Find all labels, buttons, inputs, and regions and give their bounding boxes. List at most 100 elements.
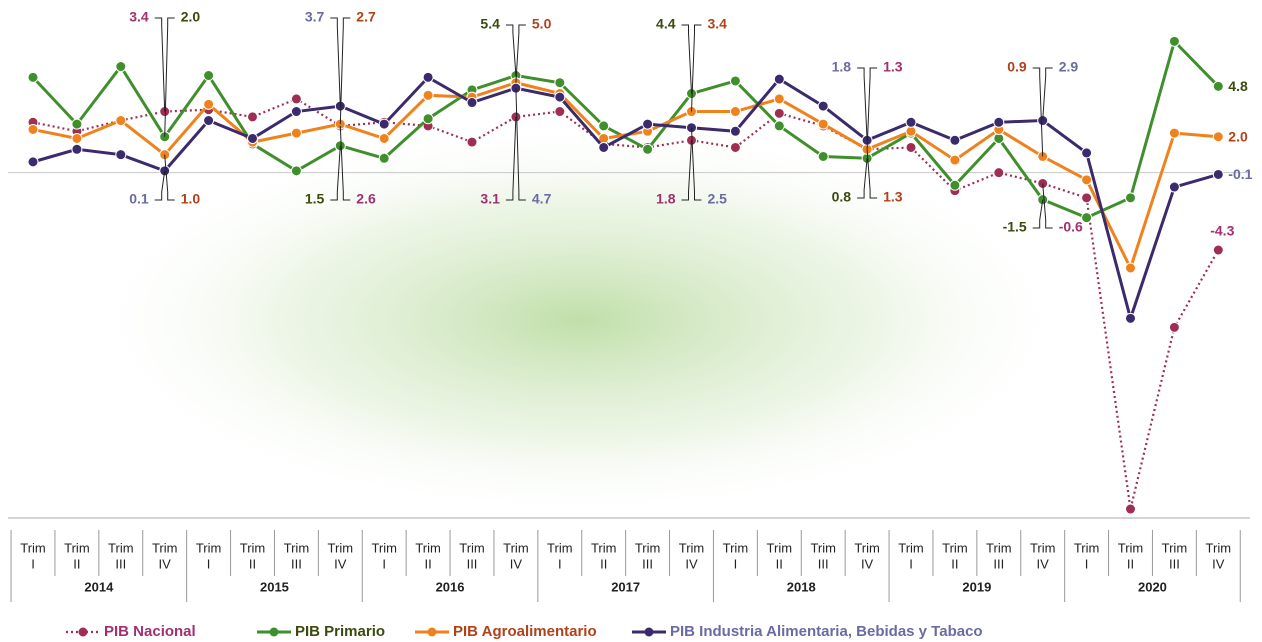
data-label: 1.8 [656,191,676,207]
leader-line [154,170,166,201]
legend-marker [644,627,654,637]
data-label: 0.8 [832,189,852,205]
x-tick-label: IV [334,556,347,571]
data-point [1125,262,1136,274]
data-point [949,154,961,166]
x-tick-prefix: Trim [196,540,222,555]
data-point [71,132,83,144]
data-point [1125,192,1136,204]
year-label: 2015 [260,579,289,594]
x-tick-label: I [31,556,35,571]
x-tick-label: IV [861,556,874,571]
leader-line [505,24,517,76]
data-label: 3.4 [129,9,149,25]
x-tick-prefix: Trim [679,540,705,555]
data-label: 0.9 [1007,59,1027,75]
x-tick-label: I [558,556,562,571]
data-label: 4.7 [532,191,552,207]
data-point [1168,35,1180,47]
data-point [247,132,258,144]
x-tick-prefix: Trim [284,540,310,555]
data-point [554,91,566,103]
data-label: 2.7 [356,9,376,25]
x-tick-label: III [642,556,653,571]
x-tick-prefix: Trim [503,540,529,555]
x-tick-prefix: Trim [986,540,1012,555]
data-point [422,113,434,125]
x-axis: TrimITrimIITrimIIITrimIVTrimITrimIITrimI… [8,517,1250,602]
x-tick-prefix: Trim [942,540,968,555]
data-point [1125,312,1136,324]
legend-label: PIB Primario [295,623,385,640]
x-tick-label: II [951,556,958,571]
leader-line [857,158,868,199]
x-tick-label: II [1127,556,1134,571]
data-point [203,115,215,127]
data-point [203,70,215,82]
data-point [71,143,83,155]
data-label: 1.0 [181,191,201,207]
data-point [729,141,741,153]
data-point [729,106,741,118]
data-point [949,134,961,146]
x-tick-prefix: Trim [1074,540,1100,555]
leader-line [164,17,175,137]
data-label: 2.0 [181,9,201,25]
x-tick-prefix: Trim [1030,540,1056,555]
x-tick-prefix: Trim [547,540,573,555]
leader-line [154,17,166,112]
leader-line [339,17,351,125]
data-label: 2.6 [356,191,376,207]
x-tick-prefix: Trim [810,540,836,555]
leader-line [1042,183,1053,229]
year-label: 2014 [84,579,114,594]
year-label: 2017 [611,579,640,594]
data-label: 4.8 [1228,78,1248,94]
x-tick-label: II [424,556,431,571]
data-point [554,106,566,118]
leader-line [681,140,692,201]
data-point [27,124,39,135]
data-point [378,152,390,164]
data-point [27,71,39,83]
leader-line [1032,199,1044,229]
data-point [598,120,610,132]
x-tick-label: I [1085,556,1089,571]
data-point [115,149,127,161]
data-point [27,156,39,168]
data-point [1125,503,1136,515]
year-label: 2020 [1138,579,1167,594]
data-label: 2.0 [1228,128,1248,144]
x-tick-prefix: Trim [240,540,266,555]
x-tick-prefix: Trim [767,540,793,555]
data-point [598,141,610,153]
x-tick-prefix: Trim [371,540,397,555]
data-label: -0.6 [1059,219,1083,235]
x-tick-prefix: Trim [591,540,617,555]
data-point [422,89,434,101]
data-label: -0.1 [1228,166,1252,182]
data-point [773,120,785,132]
x-tick-prefix: Trim [415,540,441,555]
data-point [773,93,785,105]
x-tick-prefix: Trim [898,540,924,555]
x-tick-prefix: Trim [20,540,46,555]
data-label: -4.3 [1210,223,1234,239]
background-glow [80,120,1080,520]
data-label: 3.4 [708,16,728,32]
data-point [290,127,302,139]
data-label: 4.4 [656,16,676,32]
data-point [1081,174,1093,186]
x-tick-prefix: Trim [1206,540,1232,555]
data-point [378,118,390,130]
data-label: 2.5 [708,191,728,207]
data-point [905,141,917,153]
series-line [32,75,1219,324]
x-tick-prefix: Trim [635,540,661,555]
data-point [1081,212,1093,224]
data-label: 1.5 [305,191,325,207]
leader-line [1032,67,1044,157]
x-tick-prefix: Trim [459,540,485,555]
data-point [203,98,215,110]
year-label: 2019 [962,579,991,594]
